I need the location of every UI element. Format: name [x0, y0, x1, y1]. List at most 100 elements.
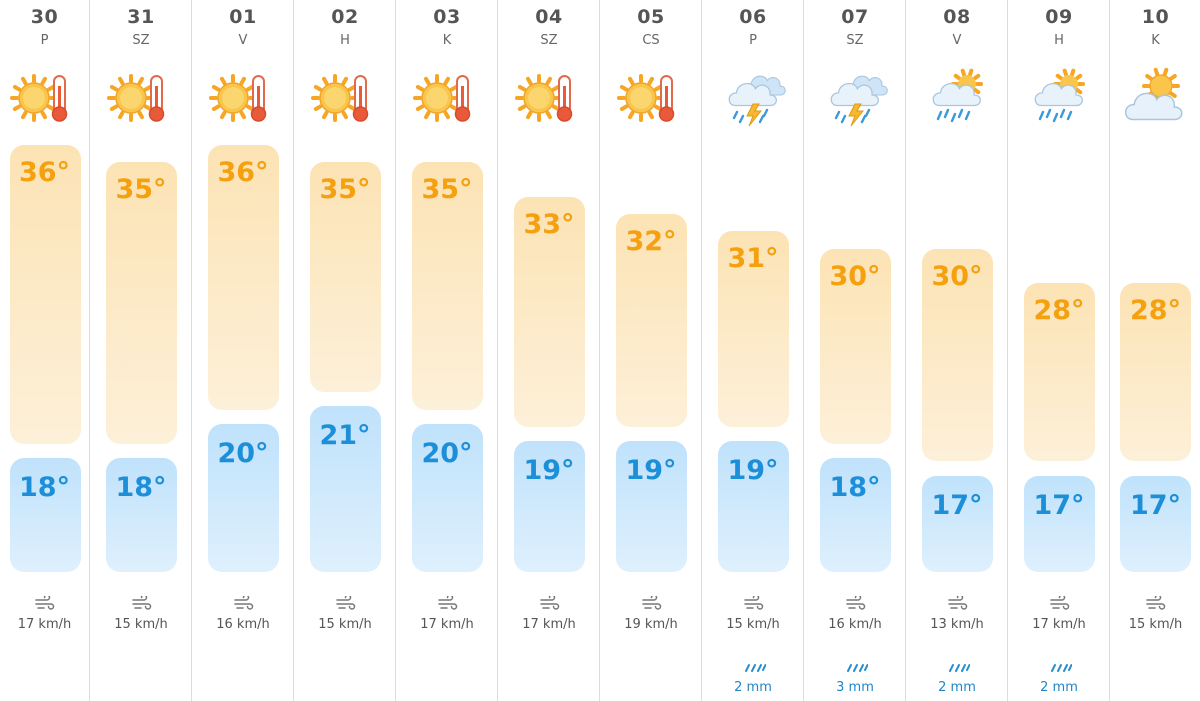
- forecast-day-30[interactable]: 30 P 36° 18° 17 km/h: [0, 0, 90, 701]
- day-of-week: H: [1009, 33, 1109, 48]
- forecast-day-01[interactable]: 01 V 36° 20° 16 km/h: [193, 0, 294, 701]
- low-temp: 17°: [1111, 490, 1200, 521]
- high-temp: 35°: [295, 174, 395, 205]
- forecast-day-10[interactable]: 10 K 28° 17° 15 km/h: [1111, 0, 1200, 701]
- day-date: 02: [295, 6, 395, 28]
- low-temp: 20°: [193, 438, 293, 469]
- low-temp: 17°: [907, 490, 1007, 521]
- day-date: 04: [499, 6, 599, 28]
- precipitation-amount: 2 mm: [703, 680, 803, 695]
- wind-icon: [336, 595, 356, 609]
- wind-speed: 16 km/h: [805, 617, 905, 632]
- rain-drops-icon: [1048, 658, 1072, 670]
- day-date: 06: [703, 6, 803, 28]
- sun-thermometer-icon: [413, 66, 483, 128]
- forecast-day-03[interactable]: 03 K 35° 20° 17 km/h: [397, 0, 498, 701]
- day-of-week: K: [1111, 33, 1200, 48]
- forecast-day-06[interactable]: 06 P 31° 19° 15 km/h 2 mm: [703, 0, 804, 701]
- wind-speed: 17 km/h: [499, 617, 599, 632]
- high-temp-bar: [10, 145, 81, 444]
- day-of-week: P: [0, 33, 89, 48]
- low-temp: 17°: [1009, 490, 1109, 521]
- wind-speed: 13 km/h: [907, 617, 1007, 632]
- sun-thermometer-icon: [311, 66, 381, 128]
- high-temp: 30°: [805, 261, 905, 292]
- high-temp: 36°: [193, 157, 293, 188]
- low-temp: 21°: [295, 420, 395, 451]
- wind-speed: 16 km/h: [193, 617, 293, 632]
- low-temp: 19°: [601, 455, 701, 486]
- wind-icon: [1050, 595, 1070, 609]
- high-temp: 33°: [499, 209, 599, 240]
- low-temp: 20°: [397, 438, 497, 469]
- sun-thermometer-icon: [107, 66, 177, 128]
- day-of-week: P: [703, 33, 803, 48]
- high-temp: 28°: [1111, 295, 1200, 326]
- day-date: 07: [805, 6, 905, 28]
- rain-sun-icon: [923, 66, 993, 128]
- day-date: 31: [91, 6, 191, 28]
- low-temp: 18°: [0, 472, 89, 503]
- wind-speed: 17 km/h: [1009, 617, 1109, 632]
- low-temp: 18°: [805, 472, 905, 503]
- wind-speed: 17 km/h: [397, 617, 497, 632]
- forecast-day-08[interactable]: 08 V 30° 17° 13 km/h 2 mm: [907, 0, 1008, 701]
- forecast-day-02[interactable]: 02 H 35° 21° 15 km/h: [295, 0, 396, 701]
- wind-speed: 15 km/h: [703, 617, 803, 632]
- partly-cloudy-icon: [1121, 66, 1191, 128]
- forecast-day-05[interactable]: 05 CS 32° 19° 19 km/h: [601, 0, 702, 701]
- sun-thermometer-icon: [10, 66, 80, 128]
- rain-drops-icon: [742, 658, 766, 670]
- wind-speed: 15 km/h: [1111, 617, 1200, 632]
- wind-icon: [438, 595, 458, 609]
- rain-drops-icon: [844, 658, 868, 670]
- forecast-day-31[interactable]: 31 SZ 35° 18° 15 km/h: [91, 0, 192, 701]
- wind-icon: [1146, 595, 1166, 609]
- thunderstorm-icon: [821, 66, 891, 128]
- high-temp: 28°: [1009, 295, 1109, 326]
- wind-icon: [744, 595, 764, 609]
- wind-icon: [846, 595, 866, 609]
- forecast-day-09[interactable]: 09 H 28° 17° 17 km/h 2 mm: [1009, 0, 1110, 701]
- wind-icon: [642, 595, 662, 609]
- thunderstorm-icon: [719, 66, 789, 128]
- wind-speed: 19 km/h: [601, 617, 701, 632]
- day-of-week: CS: [601, 33, 701, 48]
- forecast-day-07[interactable]: 07 SZ 30° 18° 16 km/h 3 mm: [805, 0, 906, 701]
- wind-icon: [234, 595, 254, 609]
- wind-icon: [132, 595, 152, 609]
- low-temp: 19°: [499, 455, 599, 486]
- day-of-week: SZ: [805, 33, 905, 48]
- high-temp: 30°: [907, 261, 1007, 292]
- day-date: 01: [193, 6, 293, 28]
- wind-speed: 15 km/h: [91, 617, 191, 632]
- day-of-week: K: [397, 33, 497, 48]
- day-date: 05: [601, 6, 701, 28]
- precipitation-amount: 2 mm: [1009, 680, 1109, 695]
- high-temp: 36°: [0, 157, 89, 188]
- day-of-week: SZ: [499, 33, 599, 48]
- low-temp: 19°: [703, 455, 803, 486]
- wind-icon: [35, 595, 55, 609]
- forecast-day-04[interactable]: 04 SZ 33° 19° 17 km/h: [499, 0, 600, 701]
- low-temp: 18°: [91, 472, 191, 503]
- high-temp: 31°: [703, 243, 803, 274]
- wind-speed: 17 km/h: [0, 617, 89, 632]
- day-date: 10: [1111, 6, 1200, 28]
- day-of-week: V: [193, 33, 293, 48]
- precipitation-amount: 3 mm: [805, 680, 905, 695]
- day-of-week: H: [295, 33, 395, 48]
- precipitation-amount: 2 mm: [907, 680, 1007, 695]
- sun-thermometer-icon: [515, 66, 585, 128]
- day-date: 08: [907, 6, 1007, 28]
- rain-drops-icon: [946, 658, 970, 670]
- day-of-week: SZ: [91, 33, 191, 48]
- day-of-week: V: [907, 33, 1007, 48]
- wind-speed: 15 km/h: [295, 617, 395, 632]
- rain-sun-icon: [1025, 66, 1095, 128]
- sun-thermometer-icon: [617, 66, 687, 128]
- day-date: 03: [397, 6, 497, 28]
- high-temp: 32°: [601, 226, 701, 257]
- high-temp: 35°: [91, 174, 191, 205]
